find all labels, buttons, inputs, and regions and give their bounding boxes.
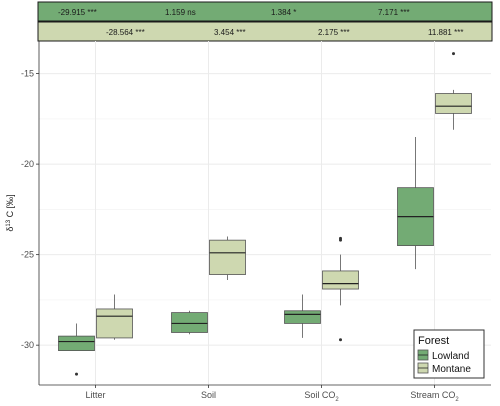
stats-band-montane	[37, 21, 493, 42]
box-body	[58, 335, 95, 351]
y-tick-label-0: -30	[21, 340, 34, 350]
outlier-point-0	[75, 372, 78, 376]
stat-label-montane-2: 2.175 ***	[318, 28, 350, 37]
box-lowland-3	[397, 136, 434, 270]
box-montane-0	[96, 294, 133, 340]
box-body	[284, 310, 321, 324]
box-body	[322, 270, 359, 290]
stat-label-montane-3: 11.881 ***	[428, 28, 463, 37]
box-lowland-1	[171, 310, 208, 335]
legend-label-lowland: Lowland	[432, 351, 469, 362]
legend-title: Forest	[418, 335, 449, 347]
box-lowland-2	[284, 294, 321, 338]
y-axis-title: δ13 C [‰]	[5, 194, 15, 231]
x-tick-label-2: Soil CO2	[304, 390, 339, 403]
stat-label-lowland-1: 1.159 ns	[165, 8, 196, 17]
legend-label-montane: Montane	[432, 364, 471, 375]
stat-label-lowland-0: -29.915 ***	[58, 8, 97, 17]
stats-band-lowland	[37, 1, 493, 22]
stat-label-montane-0: -28.564 ***	[106, 28, 145, 37]
stat-label-montane-1: 3.454 ***	[214, 28, 246, 37]
outlier-point-2	[339, 236, 342, 240]
y-tick-label-1: -25	[21, 250, 34, 260]
outlier-point-0	[339, 338, 342, 342]
x-tick-label-1: Soil	[201, 390, 216, 400]
box-montane-1	[209, 236, 246, 280]
box-montane-2	[322, 236, 359, 342]
box-body	[96, 308, 133, 339]
stat-label-lowland-3: 7.171 ***	[378, 8, 410, 17]
outlier-point-0	[452, 52, 455, 56]
box-body	[209, 239, 246, 275]
stat-label-lowland-2: 1.384 *	[271, 8, 296, 17]
box-body	[435, 93, 472, 114]
box-lowland-0	[58, 323, 95, 376]
grid-lines	[39, 41, 491, 385]
y-tick-label-3: -15	[21, 69, 34, 79]
legend: Forest Lowland Montane	[413, 329, 485, 379]
y-tick-label-2: -20	[21, 159, 34, 169]
x-tick-label-3: Stream CO2	[410, 390, 459, 403]
box-montane-3	[435, 52, 472, 130]
box-body	[171, 312, 208, 333]
x-tick-label-0: Litter	[85, 390, 105, 400]
